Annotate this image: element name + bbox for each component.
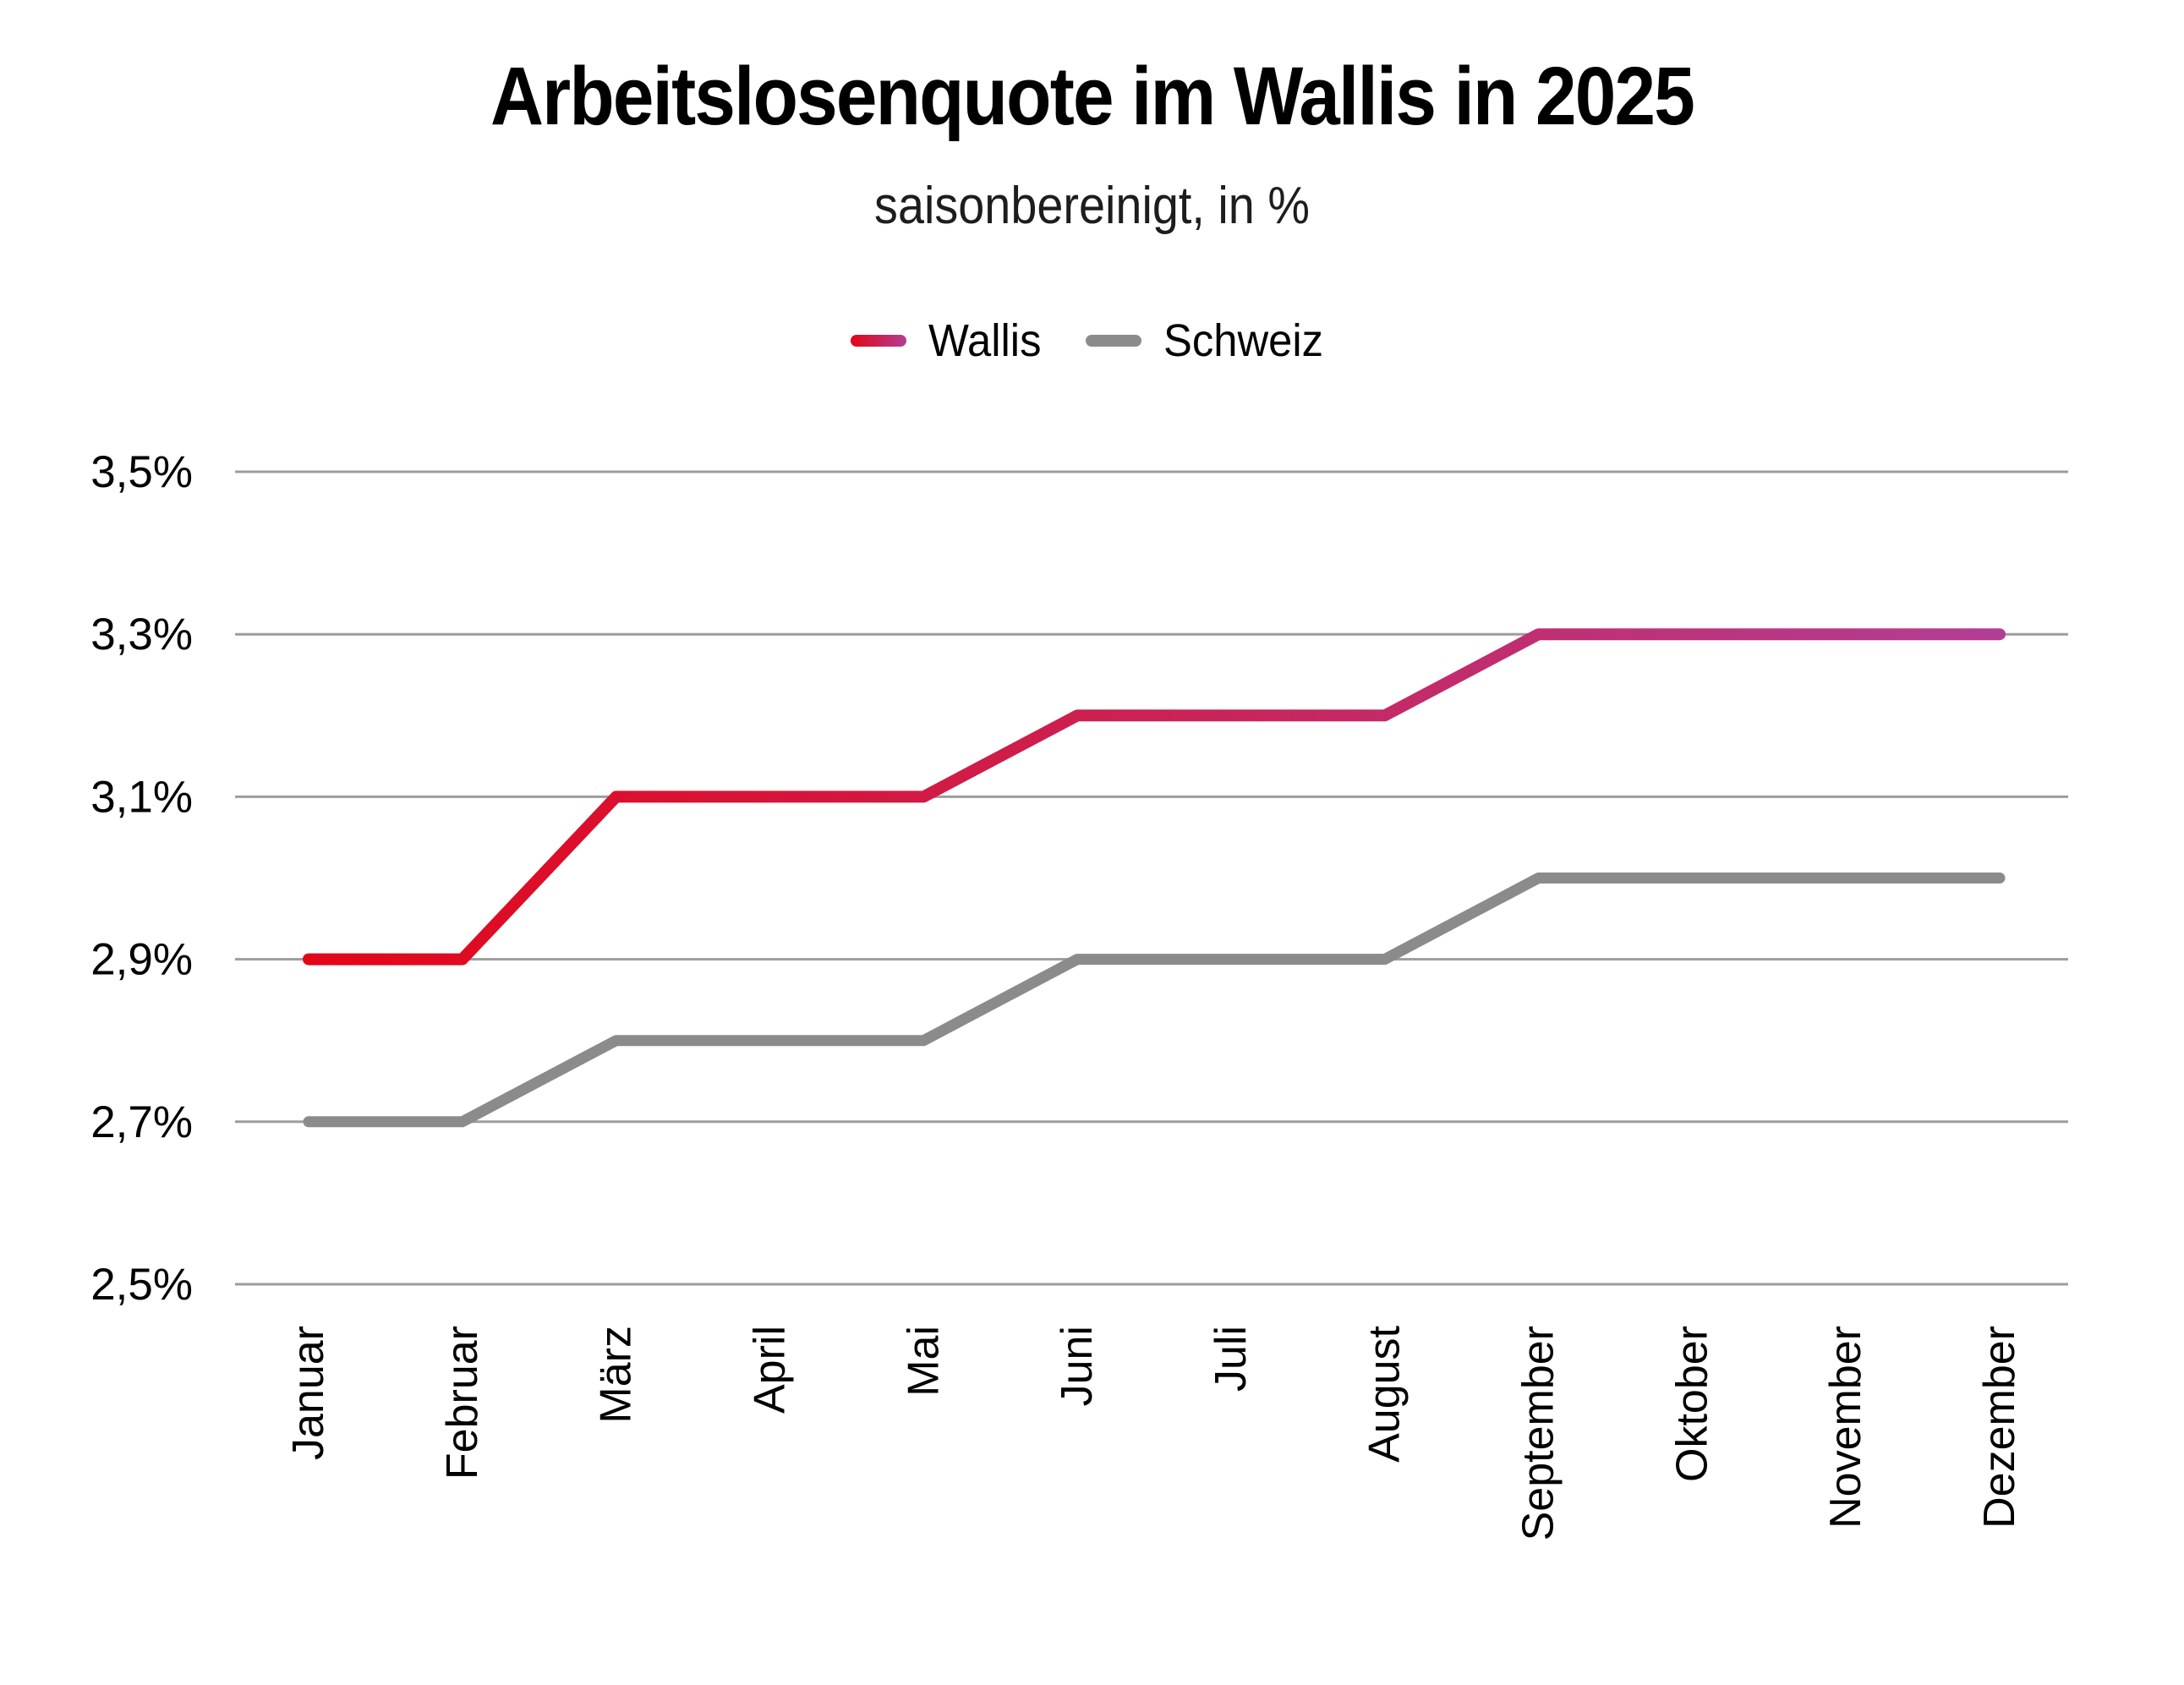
legend-item-wallis: Wallis [850,315,1048,367]
legend-label-schweiz: Schweiz [1163,315,1323,366]
chart-legend: Wallis Schweiz [0,315,2184,367]
x-tick-label: August [1360,1325,1409,1462]
x-tick-label: Dezember [1975,1326,2024,1529]
series-line-wallis [303,628,2006,966]
x-tick-label: Februar [438,1326,487,1480]
x-tick-label: Juni [1053,1326,1102,1406]
y-tick-label: 2,7% [90,1097,193,1147]
series-line-schweiz [303,873,2006,1128]
x-tick-label: April [745,1326,794,1414]
page-title: Arbeitslosenquote im Wallis in 2025 [490,50,1695,142]
legend-item-schweiz: Schweiz [1085,315,1333,367]
x-tick-label: Mai [899,1326,948,1397]
schweiz-line-swatch-icon [1085,335,1141,347]
y-tick-label: 2,9% [90,935,193,985]
legend-label-wallis: Wallis [928,315,1042,366]
x-tick-label: November [1821,1326,1870,1529]
x-tick-label: März [592,1326,641,1424]
y-tick-label: 2,5% [90,1260,193,1310]
chart-subtitle: saisonbereinigt, in % [874,177,1310,235]
y-tick-label: 3,5% [90,447,193,497]
x-tick-label: Juli [1207,1326,1256,1392]
x-tick-label: September [1514,1326,1563,1540]
y-tick-label: 3,3% [90,610,193,659]
y-tick-label: 3,1% [90,772,193,822]
x-tick-label: Oktober [1667,1326,1716,1482]
x-tick-label: Januar [284,1326,333,1460]
wallis-line-swatch-icon [850,335,906,347]
